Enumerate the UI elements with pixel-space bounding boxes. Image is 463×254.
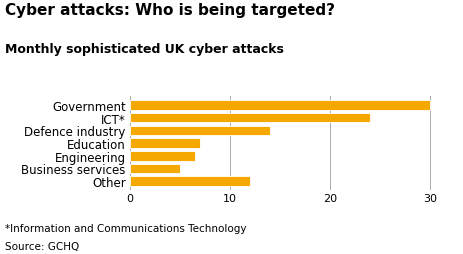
Text: Monthly sophisticated UK cyber attacks: Monthly sophisticated UK cyber attacks	[5, 43, 283, 56]
Bar	[130, 151, 194, 161]
Bar	[130, 114, 369, 123]
Bar	[130, 126, 269, 136]
Bar	[130, 164, 180, 173]
Bar	[130, 177, 250, 186]
Text: *Information and Communications Technology: *Information and Communications Technolo…	[5, 224, 245, 233]
Text: Cyber attacks: Who is being targeted?: Cyber attacks: Who is being targeted?	[5, 3, 334, 18]
Bar	[130, 101, 429, 110]
Text: Source: GCHQ: Source: GCHQ	[5, 241, 79, 251]
Bar	[130, 139, 200, 148]
